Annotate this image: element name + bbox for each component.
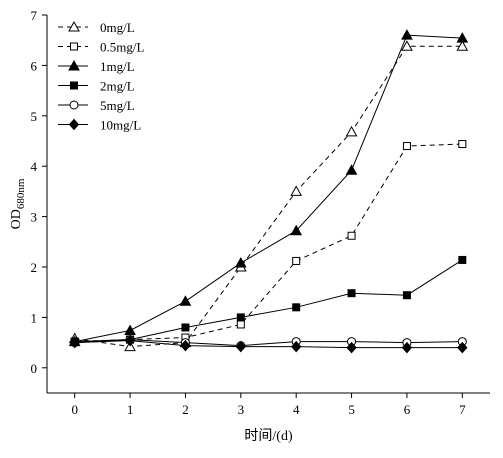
- data-point: [401, 29, 413, 40]
- data-point: [401, 40, 413, 51]
- data-point: [458, 140, 467, 149]
- series-line: [74, 339, 463, 347]
- legend-marker: [68, 59, 80, 71]
- y-tick-label: 7: [31, 8, 38, 23]
- y-axis-title: OD680nm: [9, 178, 27, 229]
- y-tick-label: 5: [31, 109, 38, 124]
- series-line: [74, 34, 463, 343]
- data-point: [292, 256, 301, 265]
- data-point: [292, 303, 301, 312]
- x-tick-label: 0: [71, 402, 78, 417]
- data-point: [402, 142, 411, 151]
- y-tick-label: 1: [31, 310, 38, 325]
- axes: 0 1 2 3 4 5 6 7 0 1 2 3 4 5 6 7: [31, 8, 490, 417]
- data-point: [290, 224, 303, 236]
- x-tick-label: 7: [459, 402, 466, 417]
- data-point: [401, 341, 413, 354]
- series-line: [74, 259, 463, 343]
- data-point: [236, 313, 245, 322]
- series-line: [74, 45, 463, 348]
- data-point: [347, 289, 356, 298]
- legend-item: 0mg/L: [58, 20, 135, 35]
- y-axis-title-subscript: 680nm: [15, 178, 27, 209]
- data-point: [234, 256, 247, 268]
- series-10mg-l: [69, 334, 468, 354]
- y-tick-label: 3: [31, 210, 38, 225]
- legend-item: 0.5mg/L: [58, 40, 144, 55]
- data-point: [458, 255, 467, 264]
- data-point: [291, 340, 302, 353]
- data-point: [457, 341, 468, 354]
- legend-marker: [70, 81, 78, 90]
- legend-label: 5mg/L: [100, 98, 135, 113]
- legend-marker: [69, 100, 79, 110]
- legend-item: 10mg/L: [58, 118, 141, 133]
- x-tick-label: 3: [238, 402, 245, 417]
- y-tick-label: 2: [31, 260, 38, 275]
- x-tick-label: 6: [404, 402, 411, 417]
- data-point: [346, 341, 357, 354]
- y-axis-title-main: OD: [9, 209, 24, 229]
- legend-label: 1mg/L: [100, 59, 135, 74]
- data-point: [345, 164, 358, 175]
- data-point: [180, 339, 191, 352]
- data-point: [235, 340, 246, 353]
- legend-marker: [68, 20, 80, 32]
- x-tick-label: 2: [182, 402, 189, 417]
- data-point: [179, 295, 192, 306]
- series-0-5mg-l: [70, 140, 467, 346]
- series-layer: [68, 29, 469, 354]
- x-tick-label: 4: [293, 402, 300, 417]
- data-point: [347, 231, 356, 240]
- data-point: [290, 185, 303, 196]
- data-point: [236, 320, 245, 329]
- y-tick-label: 4: [31, 159, 38, 174]
- legend: 0mg/L 0.5mg/L 1mg/L 2mg/L 5mg/L 10mg/L: [58, 20, 144, 133]
- legend-item: 1mg/L: [58, 59, 135, 74]
- data-point: [402, 291, 411, 300]
- data-point: [124, 324, 136, 336]
- legend-item: 2mg/L: [58, 79, 135, 94]
- data-point: [345, 125, 358, 137]
- x-axis-title: 时间/(d): [244, 428, 293, 444]
- x-ticks: 0 1 2 3 4 5 6 7: [71, 393, 466, 417]
- data-point: [456, 32, 469, 43]
- series-line: [74, 143, 463, 343]
- y-tick-label: 0: [31, 361, 38, 376]
- data-point: [181, 323, 190, 332]
- legend-label: 0mg/L: [100, 20, 135, 35]
- data-point: [69, 336, 80, 349]
- legend-marker: [70, 42, 78, 51]
- x-tick-label: 1: [127, 402, 134, 417]
- legend-label: 2mg/L: [100, 79, 135, 94]
- data-point: [124, 334, 136, 347]
- y-tick-label: 6: [31, 58, 38, 73]
- legend-label: 0.5mg/L: [100, 40, 144, 55]
- y-ticks: 0 1 2 3 4 5 6 7: [31, 8, 47, 376]
- x-tick-label: 5: [348, 402, 355, 417]
- legend-marker: [68, 118, 80, 131]
- series-line: [74, 340, 463, 349]
- data-point: [456, 40, 469, 51]
- legend-item: 5mg/L: [58, 98, 135, 113]
- legend-label: 10mg/L: [100, 118, 141, 133]
